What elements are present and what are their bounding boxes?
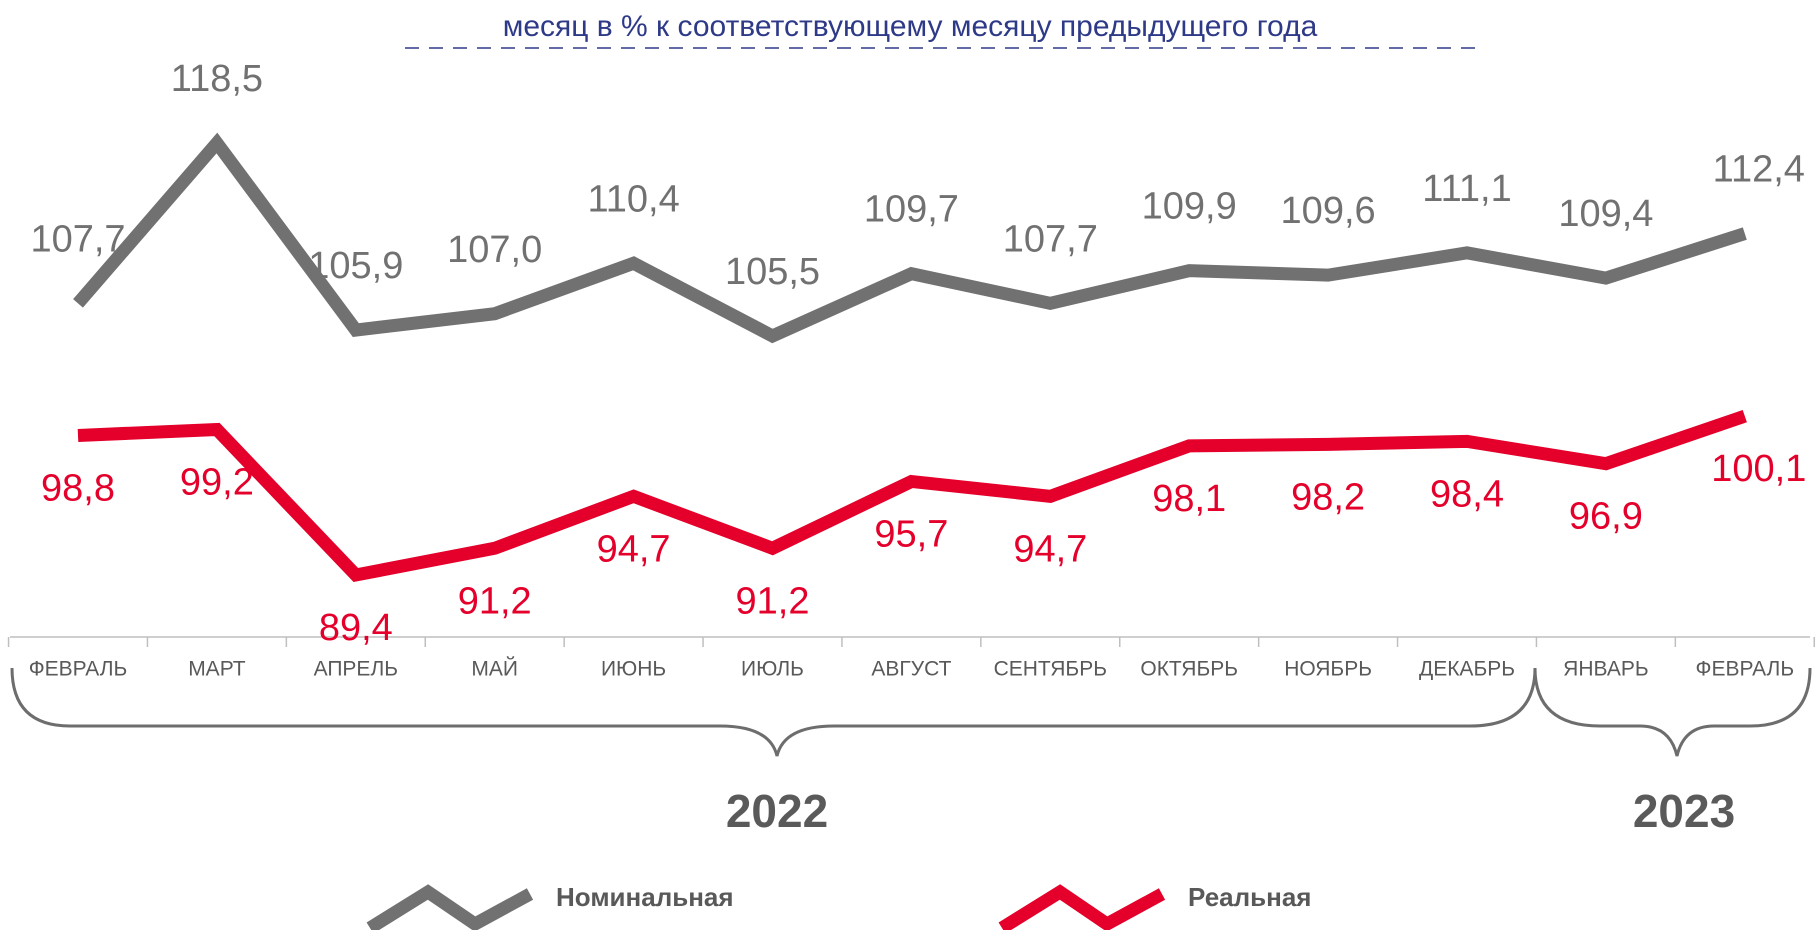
data-label: 89,4 bbox=[319, 607, 393, 649]
data-label: 98,8 bbox=[41, 467, 115, 509]
data-label: 111,1 bbox=[1422, 168, 1511, 210]
legend-label: Реальная bbox=[1188, 882, 1311, 912]
year-brace bbox=[10, 667, 1537, 757]
data-label: 118,5 bbox=[171, 58, 263, 100]
data-label: 95,7 bbox=[874, 514, 948, 556]
x-tick-label: ФЕВРАЛЬ bbox=[1695, 658, 1794, 681]
data-label: 105,5 bbox=[725, 251, 820, 293]
legend-swatch bbox=[366, 884, 534, 930]
data-label: 98,1 bbox=[1152, 478, 1226, 520]
data-label: 100,1 bbox=[1711, 448, 1806, 490]
legend-label: Номинальная bbox=[556, 882, 734, 912]
data-label: 112,4 bbox=[1713, 149, 1805, 191]
data-label: 98,2 bbox=[1291, 476, 1365, 518]
x-tick-label: МАЙ bbox=[471, 657, 518, 681]
data-label: 99,2 bbox=[180, 462, 254, 504]
data-label: 91,2 bbox=[736, 580, 810, 622]
x-tick-label: МАРТ bbox=[188, 658, 246, 681]
data-label: 110,4 bbox=[587, 178, 679, 220]
chart-title: месяц в % к соответствующему месяцу пред… bbox=[503, 10, 1318, 43]
x-tick-label: АВГУСТ bbox=[871, 658, 951, 681]
x-tick-label: ИЮЛЬ bbox=[741, 658, 804, 681]
data-label: 94,7 bbox=[597, 528, 671, 570]
line-series bbox=[77, 410, 1747, 583]
data-label: 109,4 bbox=[1558, 193, 1653, 235]
x-tick-label: СЕНТЯБРЬ bbox=[994, 658, 1107, 681]
data-label: 94,7 bbox=[1013, 528, 1087, 570]
x-tick-label: НОЯБРЬ bbox=[1284, 658, 1372, 681]
data-label: 109,9 bbox=[1142, 186, 1237, 228]
data-label: 109,6 bbox=[1281, 190, 1376, 232]
data-label: 107,7 bbox=[30, 218, 125, 260]
data-label: 91,2 bbox=[458, 580, 532, 622]
data-label: 105,9 bbox=[308, 245, 403, 287]
legend-swatch bbox=[998, 884, 1166, 930]
year-brace bbox=[1533, 667, 1812, 757]
x-tick-label: ЯНВАРЬ bbox=[1563, 658, 1648, 681]
year-label: 2023 bbox=[1633, 785, 1735, 837]
x-tick-label: ИЮНЬ bbox=[601, 658, 666, 681]
data-label: 98,4 bbox=[1430, 473, 1504, 515]
x-tick-label: ОКТЯБРЬ bbox=[1140, 658, 1238, 681]
x-tick-label: ФЕВРАЛЬ bbox=[29, 658, 128, 681]
x-tick-label: ДЕКАБРЬ bbox=[1419, 658, 1515, 681]
year-label: 2022 bbox=[726, 785, 828, 837]
x-tick-label: АПРЕЛЬ bbox=[314, 658, 398, 681]
data-label: 107,7 bbox=[1003, 218, 1098, 260]
data-label: 96,9 bbox=[1569, 496, 1643, 538]
data-label: 109,7 bbox=[864, 189, 959, 231]
line-series bbox=[73, 132, 1747, 344]
data-label: 107,0 bbox=[447, 229, 542, 271]
